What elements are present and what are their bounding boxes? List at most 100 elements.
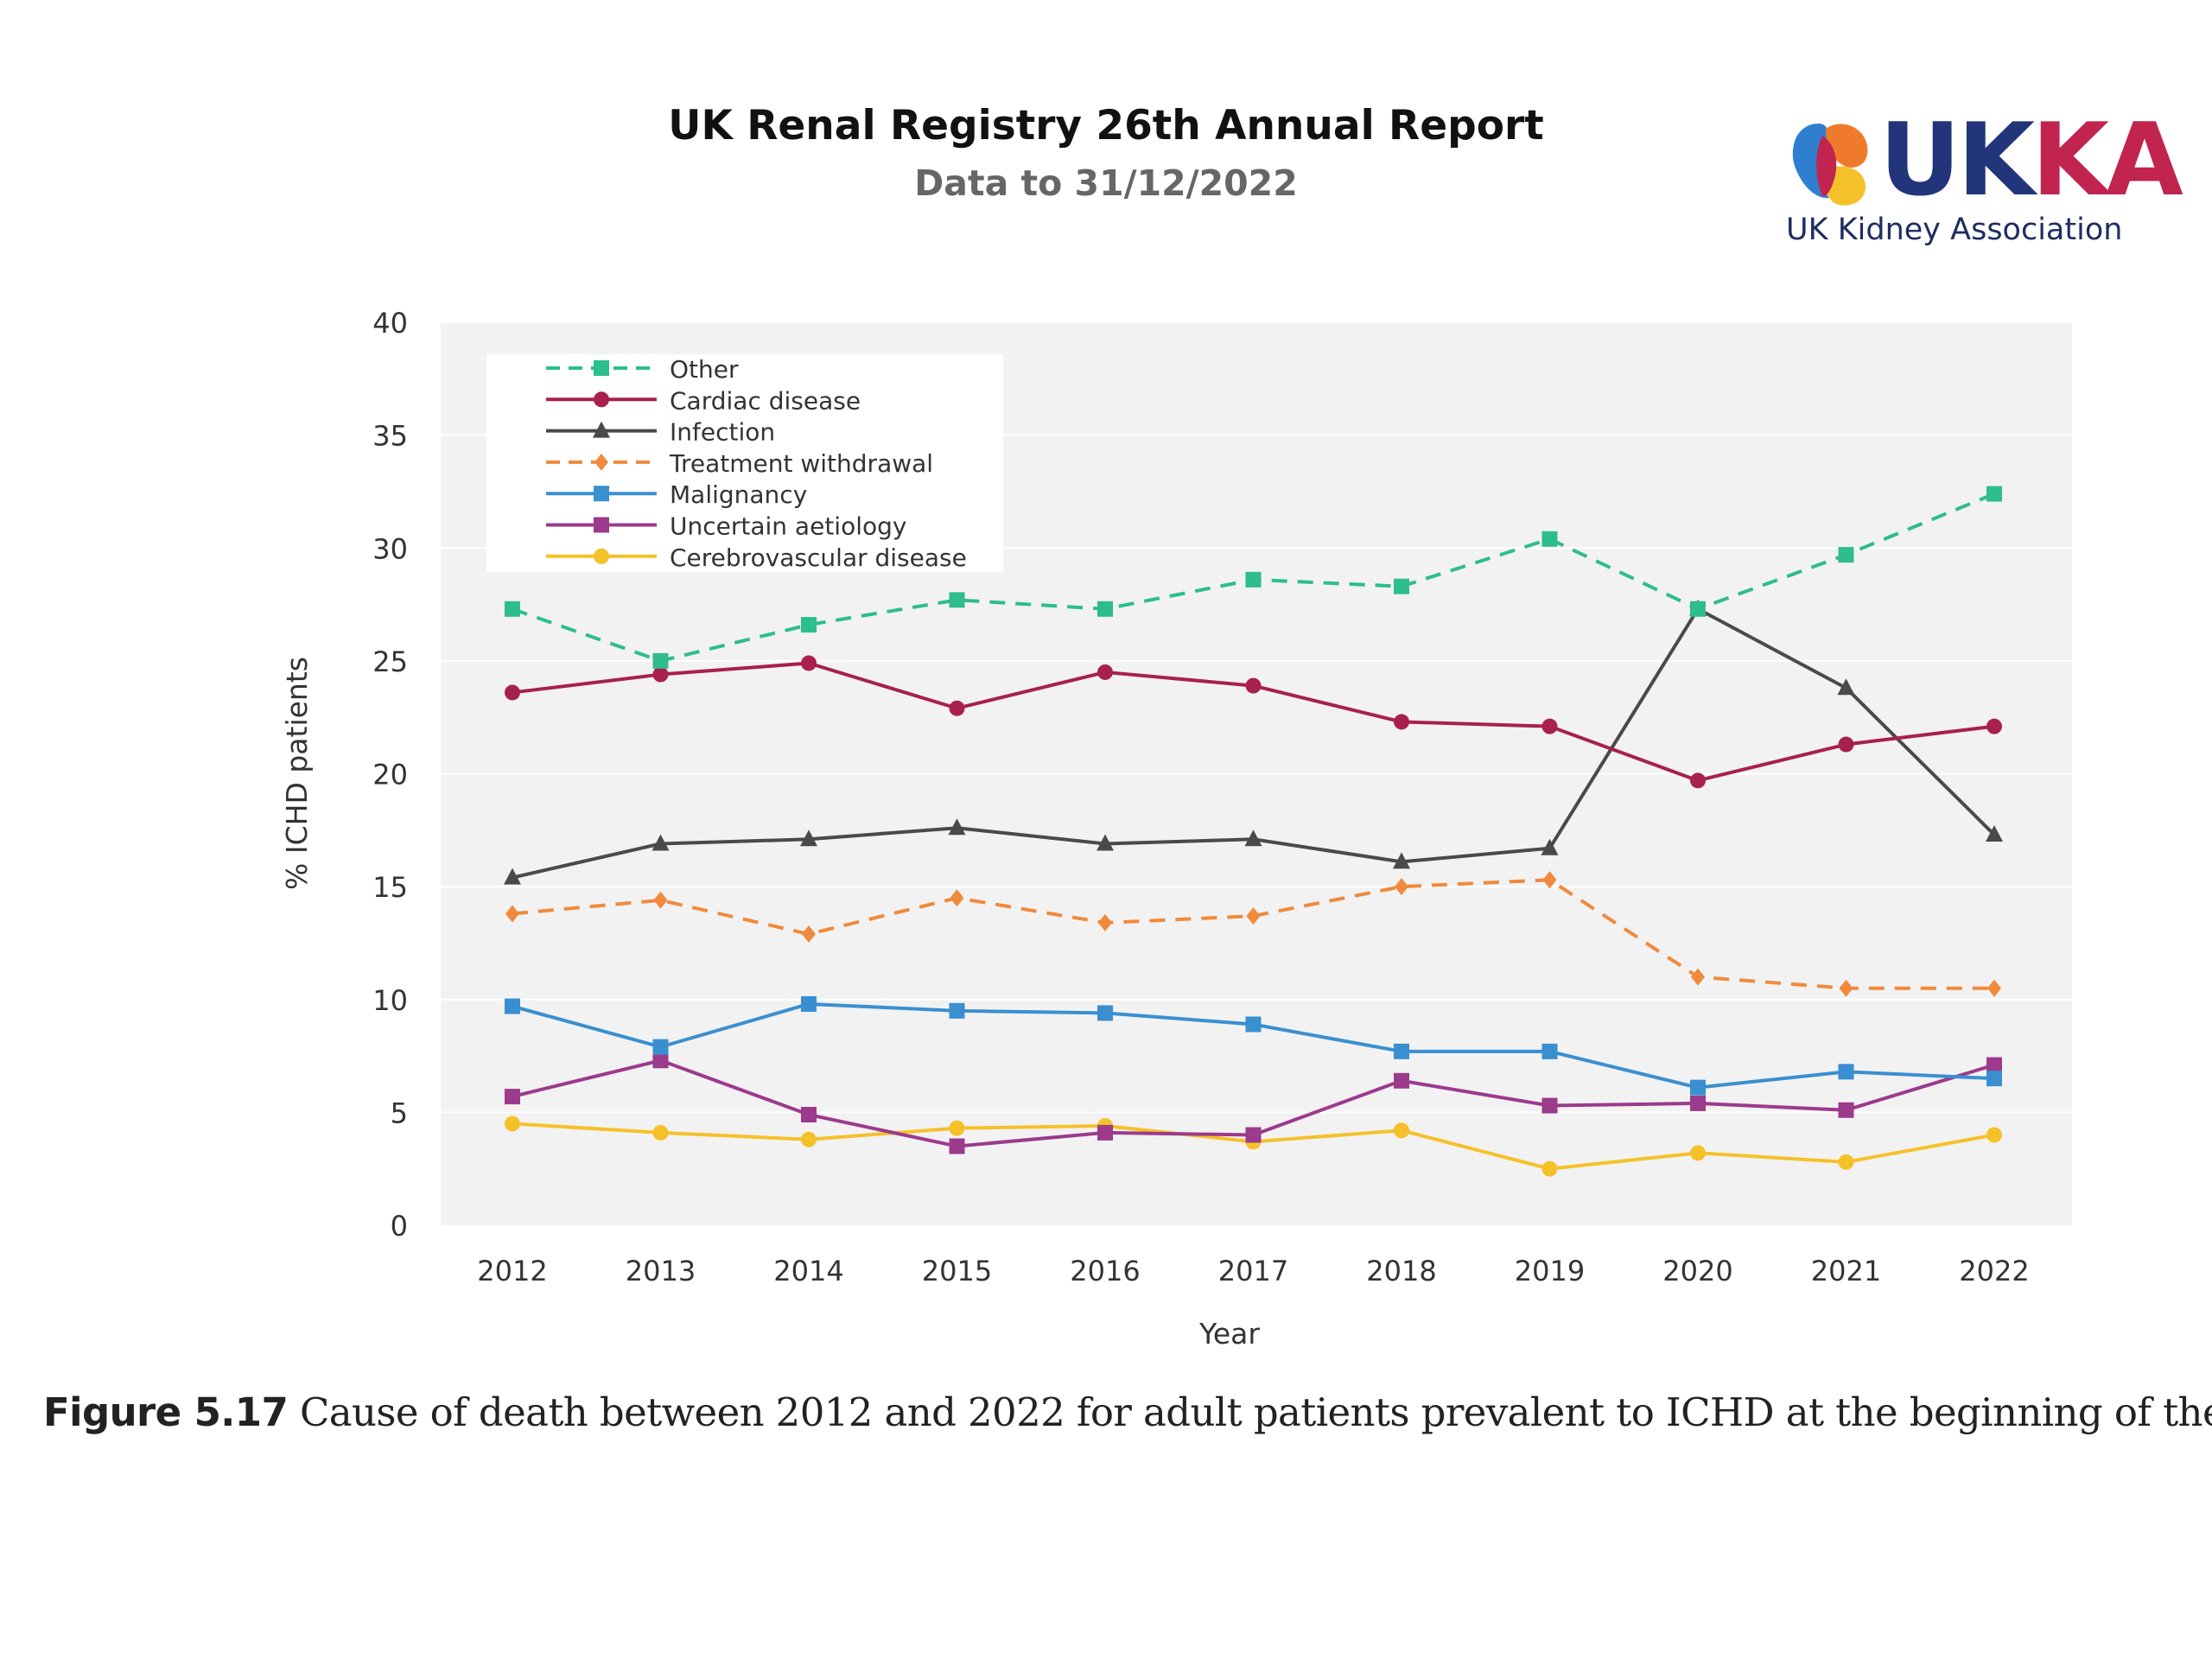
x-tick-label: 2022 bbox=[1959, 1255, 2029, 1287]
data-point-cardiac-disease bbox=[949, 700, 965, 716]
data-point-treatment-withdrawal bbox=[653, 891, 668, 909]
data-point-other bbox=[1394, 578, 1409, 594]
data-point-cerebrovascular-disease bbox=[1394, 1122, 1409, 1139]
data-point-uncertain-aetiology bbox=[1097, 1124, 1113, 1141]
data-point-uncertain-aetiology bbox=[1690, 1095, 1706, 1111]
data-point-cerebrovascular-disease bbox=[652, 1124, 669, 1141]
data-point-malignancy bbox=[1097, 1005, 1113, 1021]
y-tick-label: 20 bbox=[372, 759, 408, 791]
legend-swatch-marker-cardiac-disease bbox=[594, 391, 609, 408]
data-point-cardiac-disease bbox=[1541, 718, 1558, 734]
data-point-uncertain-aetiology bbox=[1986, 1057, 2002, 1073]
ukka-wordmark-ka: KA bbox=[2031, 102, 2183, 219]
data-point-cerebrovascular-disease bbox=[1838, 1154, 1854, 1170]
data-point-treatment-withdrawal bbox=[1395, 878, 1408, 896]
x-tick-label: 2021 bbox=[1811, 1255, 1881, 1287]
figure-caption: Figure 5.17 Cause of death between 2012 … bbox=[43, 1389, 2212, 1435]
data-point-uncertain-aetiology bbox=[1541, 1097, 1558, 1114]
data-point-treatment-withdrawal bbox=[505, 905, 519, 923]
data-point-other bbox=[801, 617, 817, 633]
data-point-cerebrovascular-disease bbox=[1690, 1145, 1706, 1161]
legend-label-infection: Infection bbox=[670, 418, 775, 447]
ukka-tagline: UK Kidney Association bbox=[1786, 213, 2123, 247]
legend-label-cardiac-disease: Cardiac disease bbox=[670, 386, 861, 415]
data-point-cardiac-disease bbox=[1690, 772, 1706, 789]
data-point-uncertain-aetiology bbox=[1245, 1127, 1262, 1143]
data-point-cardiac-disease bbox=[1838, 736, 1854, 753]
data-point-malignancy bbox=[1838, 1064, 1854, 1080]
legend-label-other: Other bbox=[670, 355, 739, 384]
data-point-other bbox=[949, 592, 965, 608]
x-tick-label: 2013 bbox=[626, 1255, 696, 1287]
data-point-malignancy bbox=[801, 995, 817, 1012]
x-tick-label: 2014 bbox=[773, 1255, 843, 1287]
x-axis-label: Year bbox=[1198, 1317, 1260, 1351]
ukka-wordmark: UKKA bbox=[1879, 102, 2183, 219]
x-tick-label: 2019 bbox=[1515, 1255, 1585, 1287]
data-point-malignancy bbox=[1986, 1071, 2002, 1087]
legend-swatch-marker-malignancy bbox=[594, 486, 609, 502]
legend-label-cerebrovascular-disease: Cerebrovascular disease bbox=[670, 543, 967, 572]
y-tick-label: 0 bbox=[391, 1210, 408, 1243]
y-tick-label: 35 bbox=[372, 420, 408, 453]
y-axis-label: % ICHD patients bbox=[280, 657, 314, 890]
data-point-other bbox=[652, 652, 669, 669]
data-point-treatment-withdrawal bbox=[1691, 968, 1705, 986]
x-tick-label: 2012 bbox=[477, 1255, 547, 1287]
data-point-cerebrovascular-disease bbox=[505, 1116, 520, 1132]
y-tick-label: 40 bbox=[372, 307, 408, 340]
data-point-uncertain-aetiology bbox=[949, 1138, 965, 1154]
legend-label-malignancy: Malignancy bbox=[670, 480, 807, 509]
data-point-infection bbox=[800, 830, 817, 847]
data-point-other bbox=[1541, 531, 1558, 547]
data-point-cardiac-disease bbox=[652, 666, 669, 683]
data-point-cardiac-disease bbox=[1394, 714, 1409, 730]
report-subtitle: Data to 31/12/2022 bbox=[914, 162, 1298, 204]
data-point-infection bbox=[1393, 852, 1410, 869]
x-tick-label: 2015 bbox=[922, 1255, 992, 1287]
y-tick-label: 10 bbox=[372, 984, 408, 1017]
data-point-treatment-withdrawal bbox=[802, 925, 816, 943]
data-point-malignancy bbox=[652, 1039, 669, 1055]
data-point-other bbox=[1986, 486, 2002, 502]
data-point-cerebrovascular-disease bbox=[949, 1120, 965, 1136]
legend-swatch-marker-uncertain-aetiology bbox=[594, 517, 609, 533]
data-point-malignancy bbox=[949, 1002, 965, 1019]
data-point-cardiac-disease bbox=[505, 684, 520, 701]
data-point-cardiac-disease bbox=[801, 655, 817, 671]
data-point-malignancy bbox=[1541, 1043, 1558, 1059]
legend-swatch-marker-cerebrovascular-disease bbox=[594, 548, 609, 564]
data-point-cerebrovascular-disease bbox=[1986, 1127, 2002, 1143]
data-point-uncertain-aetiology bbox=[1838, 1102, 1854, 1118]
data-point-other bbox=[505, 601, 520, 617]
data-point-other bbox=[1097, 601, 1113, 617]
data-point-other bbox=[1245, 571, 1262, 588]
data-point-treatment-withdrawal bbox=[1098, 913, 1112, 931]
x-tick-label: 2016 bbox=[1070, 1255, 1140, 1287]
data-point-infection bbox=[1541, 838, 1559, 855]
figure-caption-text: Cause of death between 2012 and 2022 for… bbox=[288, 1389, 2212, 1435]
data-point-uncertain-aetiology bbox=[652, 1052, 669, 1069]
report-title: UK Renal Registry 26th Annual Report bbox=[668, 102, 1544, 149]
data-point-treatment-withdrawal bbox=[1542, 871, 1557, 889]
data-point-infection bbox=[948, 818, 966, 836]
data-point-treatment-withdrawal bbox=[1839, 979, 1853, 997]
x-tick-label: 2018 bbox=[1366, 1255, 1436, 1287]
y-tick-label: 15 bbox=[372, 871, 408, 904]
legend-swatch-marker-infection bbox=[593, 421, 610, 438]
data-point-malignancy bbox=[1394, 1043, 1409, 1059]
data-point-cerebrovascular-disease bbox=[801, 1131, 817, 1147]
data-point-treatment-withdrawal bbox=[1987, 979, 2001, 997]
ukka-logo: UKKA UK Kidney Association bbox=[1784, 102, 2183, 259]
data-point-infection bbox=[504, 868, 521, 885]
legend-label-treatment-withdrawal: Treatment withdrawal bbox=[669, 449, 933, 478]
data-point-uncertain-aetiology bbox=[1394, 1072, 1409, 1089]
data-point-malignancy bbox=[1690, 1079, 1706, 1096]
data-point-malignancy bbox=[1245, 1016, 1262, 1033]
x-tick-label: 2020 bbox=[1662, 1255, 1732, 1287]
data-point-uncertain-aetiology bbox=[801, 1106, 817, 1122]
data-point-infection bbox=[1244, 830, 1262, 847]
data-point-other bbox=[1838, 547, 1854, 563]
legend-swatch-marker-treatment-withdrawal bbox=[594, 453, 608, 471]
